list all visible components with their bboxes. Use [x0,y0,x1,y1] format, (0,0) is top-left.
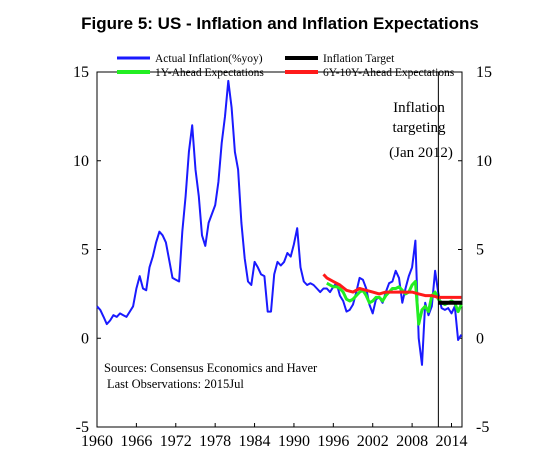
y-tick-label-right: 5 [476,242,484,259]
annotation-line2: targeting [392,120,446,136]
legend-label-actual: Actual Inflation(%yoy) [155,53,263,65]
note-last-observation: Last Observations: 2015Jul [107,377,244,391]
x-tick-label: 1972 [160,433,192,450]
series-1y-expectations [326,280,463,326]
y-tick-label-left: 0 [81,330,89,347]
x-tick-label: 1990 [278,433,310,450]
x-tick-label: 1960 [81,433,113,450]
y-tick-label-right: 0 [476,330,484,347]
y-tick-label-right: 15 [476,64,492,81]
y-tick-label-left: -5 [76,419,89,436]
y-tick-label-right: 10 [476,153,492,170]
y-tick-label-left: 5 [81,242,89,259]
annotation-line3: (Jan 2012) [389,145,453,161]
y-tick-label-right: -5 [476,419,489,436]
note-sources: Sources: Consensus Economics and Haver [104,361,318,375]
legend: Actual Inflation(%yoy) Inflation Target … [117,53,455,79]
x-axis: 1960 1966 1972 1978 1984 1990 1996 2002 2008 2014 [81,423,467,450]
source-notes: Sources: Consensus Economics and Haver L… [104,361,318,391]
y-axis-left: 15 10 5 0 -5 [73,64,101,436]
legend-label-target: Inflation Target [323,53,395,65]
x-tick-label: 1978 [199,433,231,450]
y-axis-right: 15 10 5 0 -5 [458,64,492,436]
series-6y10y-expectations [322,273,462,299]
x-tick-label: 1966 [120,433,152,450]
x-tick-label: 2002 [357,433,389,450]
chart-title: Figure 5: US - Inflation and Inflation E… [81,14,479,33]
legend-label-oneyear: 1Y-Ahead Expectations [155,67,264,79]
x-tick-label: 1996 [317,433,349,450]
series-layer [96,79,463,366]
legend-label-longterm: 6Y-10Y-Ahead Expectations [323,67,455,79]
annotation-line1: Inflation [393,100,445,116]
x-tick-label: 2014 [435,433,467,450]
y-tick-label-left: 10 [73,153,89,170]
annotation: Inflation targeting (Jan 2012) [389,100,453,161]
x-tick-label: 2008 [396,433,428,450]
x-tick-label: 1984 [239,433,271,450]
y-tick-label-left: 15 [73,64,89,81]
